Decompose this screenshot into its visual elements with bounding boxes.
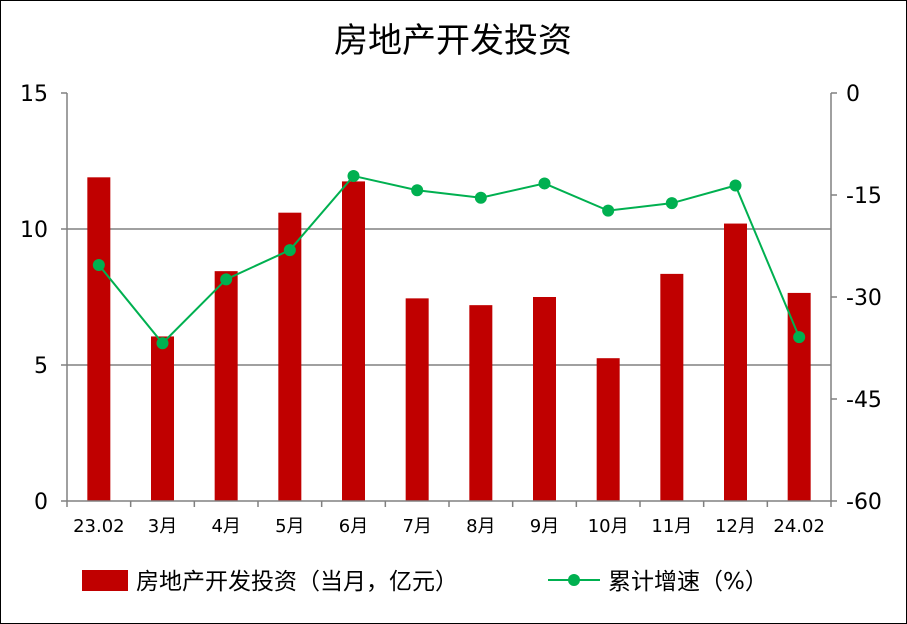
legend: 房地产开发投资（当月，亿元） 累计增速（%）: [82, 569, 768, 595]
line-point: [347, 169, 360, 182]
legend-line-marker: [568, 574, 580, 586]
bar: [787, 292, 811, 501]
right-tick-label: -45: [846, 388, 882, 413]
gridlines: [67, 228, 831, 366]
x-tick-label: 5月: [275, 516, 304, 537]
x-tick-label: 23.02: [73, 516, 125, 537]
left-tick-label: 0: [34, 490, 48, 515]
bar: [533, 297, 556, 501]
x-tick-label: 10月: [588, 516, 629, 537]
line-point: [602, 204, 615, 217]
line-point: [411, 184, 424, 197]
bar: [469, 305, 493, 501]
x-tick-label: 8月: [466, 516, 495, 537]
x-tick-label: 12月: [715, 516, 756, 537]
right-tick-label: -60: [846, 490, 882, 515]
chart-title: 房地产开发投资: [334, 21, 572, 61]
x-tick-label: 4月: [211, 516, 240, 537]
legend-bar-label: 房地产开发投资（当月，亿元）: [136, 569, 458, 595]
left-tick-label: 15: [20, 82, 48, 107]
x-axis-ticks: 23.02 3月 4月 5月 6月 7月 8月 9月 10月 11月 12月 24.02: [73, 516, 825, 537]
right-axis-ticks: 0 -15 -30 -45 -60: [846, 82, 882, 515]
left-axis-ticks: 0 5 10 15: [20, 82, 48, 515]
right-tick-label: -30: [846, 286, 882, 311]
bar: [342, 181, 365, 501]
x-tick-label: 7月: [402, 516, 431, 537]
bar: [724, 223, 747, 501]
line-point: [793, 331, 806, 344]
line-point: [283, 244, 296, 257]
right-tick-label: -15: [846, 184, 882, 209]
line-point: [92, 259, 105, 272]
line-point: [538, 177, 551, 190]
bar: [660, 273, 684, 501]
legend-bar-swatch: [82, 570, 128, 591]
bar: [596, 358, 620, 501]
bar: [151, 336, 174, 501]
x-tick-label: 6月: [339, 516, 368, 537]
line-point: [220, 273, 233, 286]
x-tick-label: 24.02: [773, 516, 825, 537]
x-tick-label: 9月: [530, 516, 559, 537]
bar: [405, 298, 429, 501]
legend-line-label: 累计增速（%）: [608, 569, 768, 595]
x-tick-label: 3月: [148, 516, 177, 537]
line-point: [729, 179, 742, 192]
right-tick-label: 0: [846, 82, 860, 107]
x-tick-label: 11月: [651, 516, 692, 537]
left-tick-label: 5: [34, 354, 48, 379]
axes: [61, 92, 837, 507]
line-point: [665, 197, 678, 210]
bar: [278, 212, 302, 501]
line-point: [156, 337, 169, 350]
bar-series: [87, 177, 811, 501]
bar: [87, 177, 111, 501]
line-point: [474, 191, 487, 204]
bar: [214, 271, 238, 501]
line-series: [92, 169, 806, 350]
left-tick-label: 10: [20, 218, 48, 243]
series-line: [98, 174, 801, 345]
